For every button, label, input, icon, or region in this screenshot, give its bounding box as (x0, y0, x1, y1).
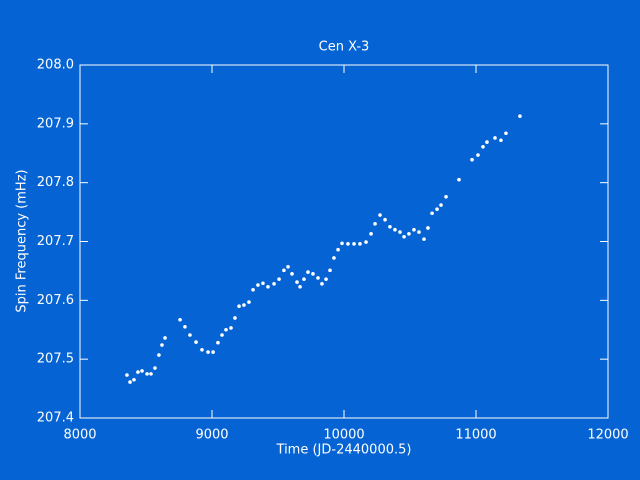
data-point (481, 144, 485, 149)
data-point (157, 353, 161, 357)
data-point (220, 333, 224, 337)
data-point (183, 325, 187, 329)
data-point (224, 327, 228, 332)
data-point (407, 232, 411, 236)
data-point (476, 153, 480, 157)
data-point (393, 227, 397, 232)
data-point (402, 234, 406, 239)
data-point (328, 268, 332, 273)
data-point (298, 285, 302, 289)
data-point (373, 222, 377, 226)
data-point (145, 372, 149, 376)
x-tick-label: 11000 (455, 428, 496, 443)
data-point (388, 224, 392, 229)
data-point (256, 283, 260, 287)
data-point (470, 157, 474, 162)
data-point (136, 370, 140, 374)
data-point (352, 242, 356, 246)
data-point (485, 140, 489, 144)
y-tick-label: 207.6 (37, 293, 74, 308)
data-point (251, 287, 255, 292)
data-point (383, 217, 387, 222)
data-point (439, 203, 443, 207)
data-point (206, 350, 210, 354)
data-point (277, 277, 281, 281)
y-tick-label: 207.8 (37, 175, 74, 190)
data-point (153, 366, 157, 370)
data-point (493, 136, 497, 140)
data-point (128, 380, 132, 384)
data-point (417, 230, 421, 234)
data-point (435, 207, 439, 211)
data-point (311, 272, 315, 276)
data-point (188, 333, 192, 337)
data-point (163, 336, 167, 340)
data-point (302, 277, 306, 281)
data-point (332, 256, 336, 260)
y-tick-label: 208.0 (37, 58, 74, 73)
data-point (125, 373, 129, 377)
data-point (426, 226, 430, 230)
x-axis-label: Time (JD-2440000.5) (276, 443, 412, 458)
data-point (430, 211, 434, 216)
data-point (247, 300, 251, 304)
x-tick-label: 9000 (195, 428, 228, 443)
data-point (499, 138, 503, 143)
data-point (518, 114, 522, 118)
y-tick-label: 207.5 (37, 352, 74, 367)
data-point (211, 350, 215, 354)
data-point (233, 316, 237, 320)
plot-frame (79, 64, 609, 419)
data-point (504, 131, 508, 136)
data-point (149, 372, 153, 376)
data-point (200, 347, 204, 352)
data-point (229, 326, 233, 330)
data-point (295, 280, 299, 284)
data-point (237, 304, 241, 309)
data-point (160, 343, 164, 347)
data-point (194, 340, 198, 344)
data-point (457, 177, 461, 182)
data-point (242, 303, 246, 307)
y-axis-label: Spin Frequency (mHz) (15, 169, 30, 312)
data-point (346, 242, 350, 246)
data-point (320, 282, 324, 286)
data-point (140, 369, 144, 373)
chart-title: Cen X-3 (319, 40, 370, 55)
data-point (422, 237, 426, 241)
data-point (336, 247, 340, 252)
data-point (178, 317, 182, 322)
data-point (324, 277, 328, 281)
data-point (444, 194, 448, 199)
data-point (132, 377, 136, 382)
data-point (358, 242, 362, 246)
x-tick-label: 12000 (587, 428, 628, 443)
y-tick-label: 207.7 (37, 234, 74, 249)
data-point (340, 241, 344, 246)
data-point (378, 213, 382, 217)
data-point (316, 276, 320, 280)
x-tick-label: 10000 (323, 428, 364, 443)
data-point (369, 232, 373, 236)
data-point (290, 272, 294, 276)
y-tick-label: 207.4 (37, 411, 74, 426)
data-point (261, 281, 265, 286)
x-tick-label: 8000 (63, 428, 96, 443)
data-point (266, 285, 270, 289)
data-point (272, 282, 276, 286)
data-point (286, 264, 290, 269)
data-point (282, 268, 286, 273)
data-point (398, 230, 402, 234)
data-point (364, 240, 368, 244)
y-tick-label: 207.9 (37, 116, 74, 131)
data-point (412, 227, 416, 232)
data-point (216, 340, 220, 345)
data-point (306, 270, 310, 274)
